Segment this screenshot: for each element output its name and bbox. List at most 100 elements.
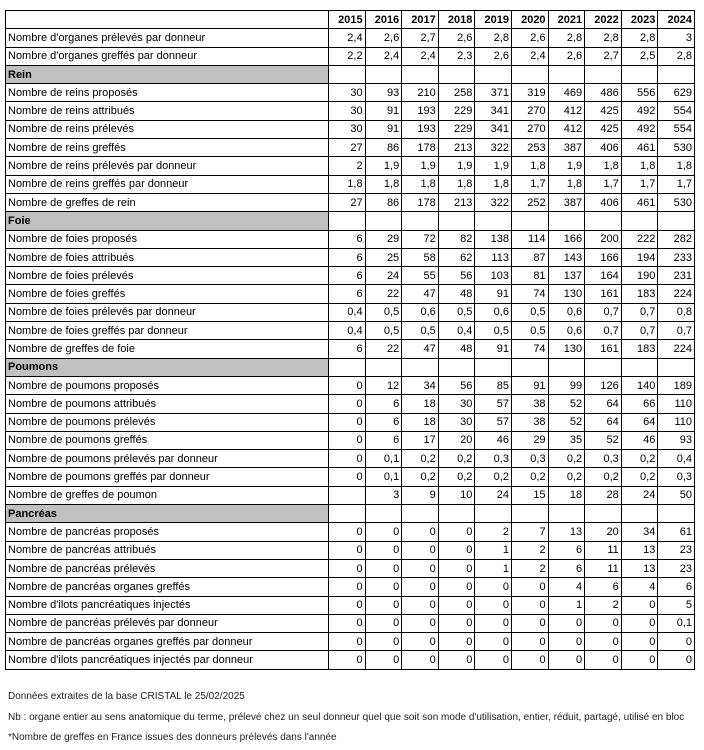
value-cell: 0,2 [437, 467, 476, 487]
value-cell: 2 [510, 558, 549, 579]
value-cell: 57 [474, 394, 512, 414]
value-cell [328, 485, 366, 506]
value-cell: 0,4 [437, 321, 476, 341]
value-cell: 6 [657, 577, 695, 597]
empty-cell [620, 211, 659, 231]
empty-cell [401, 357, 439, 377]
value-cell: 18 [547, 485, 586, 506]
value-cell: 1 [474, 540, 512, 560]
value-cell: 22 [364, 339, 403, 359]
value-cell: 178 [401, 192, 439, 213]
value-cell: 0,4 [328, 321, 366, 341]
value-cell: 0,3 [584, 449, 622, 469]
value-cell: 0 [547, 632, 586, 652]
value-cell: 140 [620, 375, 659, 396]
value-cell: 74 [510, 284, 549, 304]
value-cell: 213 [437, 138, 476, 158]
value-cell: 1,8 [401, 174, 439, 194]
value-cell: 0,3 [474, 449, 512, 469]
value-cell: 87 [510, 247, 549, 268]
value-cell: 461 [620, 192, 659, 213]
value-cell: 1,9 [364, 156, 403, 176]
value-cell: 0,2 [547, 467, 586, 487]
value-cell: 0 [328, 613, 366, 634]
empty-cell [620, 64, 659, 85]
value-cell: 110 [657, 412, 695, 432]
empty-cell [328, 504, 366, 524]
empty-cell [364, 504, 403, 524]
value-cell: 91 [510, 375, 549, 396]
empty-cell [584, 504, 622, 524]
value-cell: 190 [620, 266, 659, 286]
value-cell: 2,2 [328, 46, 366, 66]
row-label: Nombre de foies greffés par donneur [5, 321, 329, 341]
value-cell: 6 [328, 247, 366, 268]
value-cell: 38 [510, 394, 549, 414]
value-cell: 0 [401, 650, 439, 670]
value-cell: 0 [328, 558, 366, 579]
value-cell: 6 [328, 339, 366, 359]
row-label: Nombre de reins attribués [5, 101, 329, 121]
year-header: 2016 [364, 9, 403, 30]
value-cell: 6 [364, 430, 403, 451]
value-cell: 18 [401, 394, 439, 414]
value-cell: 0 [364, 577, 403, 597]
value-cell: 233 [657, 247, 695, 268]
value-cell: 1,9 [401, 156, 439, 176]
value-cell: 91 [474, 284, 512, 304]
note: *Nombre de greffes en France issues des … [8, 732, 337, 743]
value-cell: 406 [584, 192, 622, 213]
value-cell: 0 [474, 650, 512, 670]
value-cell: 81 [510, 266, 549, 286]
value-cell: 0,3 [510, 449, 549, 469]
value-cell: 0 [657, 632, 695, 652]
value-cell: 0 [364, 650, 403, 670]
value-cell: 2 [328, 156, 366, 176]
value-cell: 17 [401, 430, 439, 451]
value-cell: 224 [657, 284, 695, 304]
data-row: Nombre de foies greffés 6 22 47 48 91 74 130 161… [5, 284, 695, 304]
value-cell: 0 [328, 394, 366, 414]
value-cell: 2,4 [328, 28, 366, 48]
row-label: Nombre de reins prélevés [5, 119, 329, 140]
empty-cell [657, 211, 695, 231]
value-cell: 213 [437, 192, 476, 213]
value-cell: 91 [364, 101, 403, 121]
year-header: 2023 [620, 9, 659, 30]
value-cell: 6 [547, 558, 586, 579]
empty-cell [510, 504, 549, 524]
row-label: Nombre d'ilots pancréatiques injectés pa… [5, 650, 329, 670]
value-cell: 2,6 [547, 46, 586, 66]
empty-cell [657, 64, 695, 85]
value-cell: 0,2 [437, 449, 476, 469]
value-cell: 319 [510, 83, 549, 103]
value-cell: 6 [328, 229, 366, 249]
data-row: Nombre de foies prélevés 6 24 55 56 103 81 137 1… [5, 266, 695, 286]
value-cell: 11 [584, 558, 622, 579]
value-cell: 4 [620, 577, 659, 597]
value-cell: 0,1 [657, 613, 695, 634]
value-cell: 0 [437, 522, 476, 542]
value-cell: 66 [620, 394, 659, 414]
data-row: Nombre d'organes greffés par donneur 2,2 2… [5, 46, 695, 66]
value-cell: 406 [584, 138, 622, 158]
value-cell: 4 [547, 577, 586, 597]
value-cell: 282 [657, 229, 695, 249]
value-cell: 1 [547, 595, 586, 615]
value-cell: 0 [328, 430, 366, 451]
value-cell: 0,7 [584, 302, 622, 323]
value-cell: 34 [620, 522, 659, 542]
year-header: 2024 [657, 9, 695, 30]
value-cell: 412 [547, 119, 586, 140]
empty-cell [584, 357, 622, 377]
value-cell: 1,8 [510, 156, 549, 176]
value-cell: 2,4 [401, 46, 439, 66]
data-row: Nombre de foies attribués 6 25 58 62 113 87 143… [5, 247, 695, 268]
value-cell: 0 [401, 632, 439, 652]
row-label: Nombre de poumons proposés [5, 375, 329, 396]
value-cell: 0 [584, 632, 622, 652]
row-label: Nombre de pancréas prélevés par donneur [5, 613, 329, 634]
value-cell: 371 [474, 83, 512, 103]
value-cell: 0 [401, 613, 439, 634]
